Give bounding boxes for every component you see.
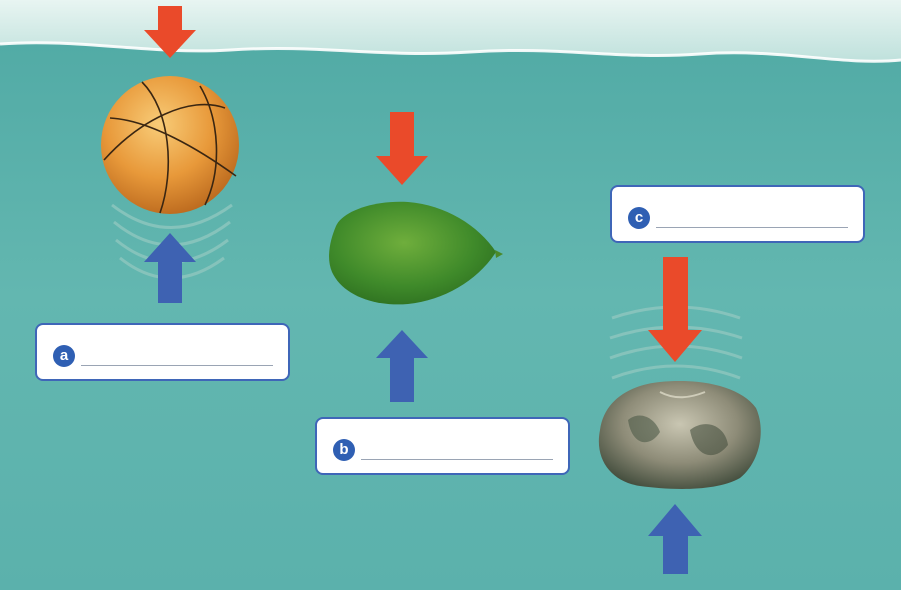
balloon-up-arrow <box>376 330 428 402</box>
answer-line-b <box>361 459 553 460</box>
basketball-up-arrow <box>144 233 196 303</box>
rock-up-arrow <box>648 504 702 574</box>
label-badge-c: c <box>628 207 650 229</box>
answer-input-a[interactable] <box>83 343 277 367</box>
basketball-group <box>101 6 239 303</box>
basketball-icon <box>101 76 239 214</box>
water-surface <box>0 0 901 62</box>
answer-box-c: c <box>610 185 865 243</box>
answer-box-a: a <box>35 323 290 381</box>
answer-input-b[interactable] <box>363 437 557 461</box>
balloon-icon <box>329 201 503 305</box>
answer-line-c <box>656 227 848 228</box>
answer-input-c[interactable] <box>658 205 852 229</box>
balloon-group <box>329 112 503 402</box>
label-badge-b: b <box>333 439 355 461</box>
answer-box-b: b <box>315 417 570 475</box>
rock-group <box>598 257 761 574</box>
water-surface-line <box>0 41 901 63</box>
basketball-down-arrow <box>144 6 196 58</box>
balloon-down-arrow <box>376 112 428 185</box>
rock-icon <box>598 381 761 489</box>
answer-line-a <box>81 365 273 366</box>
label-badge-a: a <box>53 345 75 367</box>
rock-down-arrow <box>648 257 702 362</box>
